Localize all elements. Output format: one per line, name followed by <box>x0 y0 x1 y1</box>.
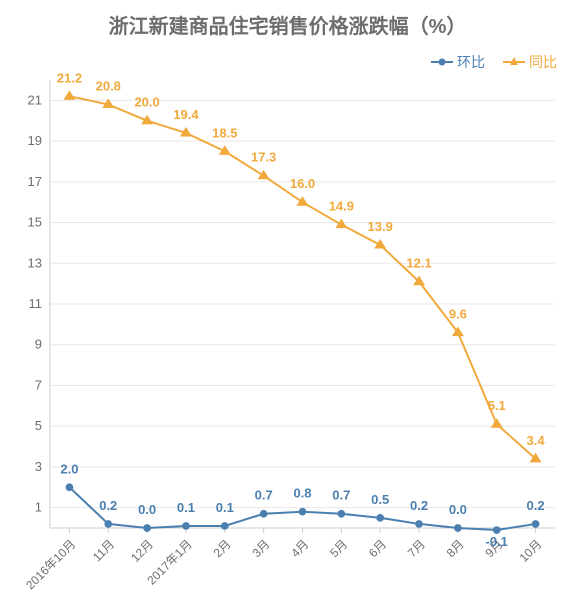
y-tick-label: 5 <box>35 418 42 433</box>
marker-mom <box>376 514 384 522</box>
x-tick-label: 6月 <box>366 537 389 560</box>
data-label-mom: 0.2 <box>99 498 117 513</box>
data-label-mom: 0.0 <box>449 502 467 517</box>
marker-mom <box>66 483 74 491</box>
marker-yoy <box>258 170 270 180</box>
y-tick-label: 9 <box>35 337 42 352</box>
marker-yoy <box>335 219 347 229</box>
marker-yoy <box>297 196 309 206</box>
data-label-mom: 0.0 <box>138 502 156 517</box>
marker-mom <box>143 524 151 532</box>
data-label-mom: 0.7 <box>255 488 273 503</box>
y-tick-label: 3 <box>35 459 42 474</box>
x-tick-label: 10月 <box>517 537 545 565</box>
marker-mom <box>532 520 540 528</box>
y-tick-label: 19 <box>28 133 42 148</box>
data-label-yoy: 12.1 <box>406 256 431 271</box>
data-label-mom: 0.5 <box>371 492 389 507</box>
marker-mom <box>338 510 346 518</box>
marker-mom <box>260 510 268 518</box>
x-tick-label: 2016年10月 <box>23 537 78 592</box>
marker-yoy <box>63 90 75 100</box>
y-tick-label: 1 <box>35 500 42 515</box>
data-label-yoy: 20.0 <box>134 95 159 110</box>
y-tick-label: 13 <box>28 255 42 270</box>
x-tick-label: 5月 <box>327 537 350 560</box>
y-tick-label: 21 <box>28 92 42 107</box>
x-tick-label: 2月 <box>211 537 234 560</box>
data-label-mom: 2.0 <box>60 461 78 476</box>
marker-mom <box>454 524 462 532</box>
series-line-yoy <box>69 96 535 458</box>
data-label-mom: 0.1 <box>216 500 234 515</box>
x-tick-label: 7月 <box>405 537 428 560</box>
y-tick-label: 15 <box>28 215 42 230</box>
data-label-yoy: 19.4 <box>173 107 199 122</box>
data-label-yoy: 21.2 <box>57 70 82 85</box>
x-tick-label: 12月 <box>128 537 156 565</box>
data-label-mom: -0.1 <box>486 534 508 549</box>
data-label-mom: 0.2 <box>410 498 428 513</box>
marker-mom <box>493 526 501 534</box>
data-label-yoy: 17.3 <box>251 150 276 165</box>
y-tick-label: 7 <box>35 377 42 392</box>
y-tick-label: 17 <box>28 174 42 189</box>
marker-mom <box>415 520 423 528</box>
data-label-mom: 0.1 <box>177 500 195 515</box>
chart-svg: 135791113151719212016年10月11月12月2017年1月2月… <box>0 0 575 615</box>
data-label-yoy: 16.0 <box>290 176 315 191</box>
data-label-yoy: 18.5 <box>212 125 237 140</box>
marker-yoy <box>491 418 503 428</box>
marker-mom <box>182 522 190 530</box>
marker-mom <box>104 520 112 528</box>
data-label-yoy: 9.6 <box>449 307 467 322</box>
data-label-mom: 0.8 <box>293 486 311 501</box>
x-tick-label: 8月 <box>444 537 467 560</box>
data-label-yoy: 3.4 <box>527 433 546 448</box>
x-tick-label: 11月 <box>90 537 117 564</box>
data-label-yoy: 5.1 <box>488 398 506 413</box>
data-label-yoy: 13.9 <box>368 219 393 234</box>
data-label-yoy: 14.9 <box>329 199 354 214</box>
marker-mom <box>221 522 229 530</box>
x-tick-label: 4月 <box>288 537 311 560</box>
y-tick-label: 11 <box>29 296 43 311</box>
data-label-mom: 0.2 <box>527 498 545 513</box>
chart-container: 浙江新建商品住宅销售价格涨跌幅（%） 环比同比 1357911131517192… <box>0 0 575 615</box>
marker-mom <box>299 508 307 516</box>
x-tick-label: 3月 <box>249 537 272 560</box>
data-label-yoy: 20.8 <box>96 78 121 93</box>
data-label-mom: 0.7 <box>332 488 350 503</box>
